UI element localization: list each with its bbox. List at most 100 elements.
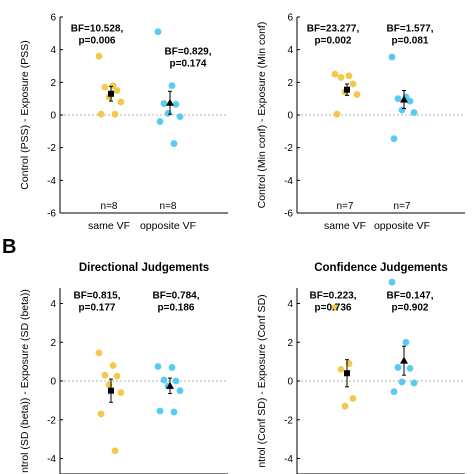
panel2-data-point bbox=[394, 95, 402, 103]
panel4-data-point bbox=[349, 395, 357, 402]
panel4-data-point bbox=[402, 338, 410, 346]
panel2-p-annotation: p=0.002 bbox=[315, 36, 352, 47]
panel2-bf-annotation: BF=23.277, bbox=[307, 24, 360, 35]
panel1-y-tick-label: -6 bbox=[47, 209, 56, 220]
panel1-bf-annotation: BF=0.829, bbox=[165, 47, 212, 58]
panel4-y-tick-label: 2 bbox=[287, 338, 293, 349]
panel4-data-point bbox=[390, 388, 398, 396]
panel1-y-axis-label: Control (PSS) - Exposure (PSS) bbox=[19, 40, 31, 189]
panel4-data-point bbox=[331, 303, 339, 311]
panel1-mean-marker bbox=[166, 98, 174, 106]
panel3-data-point bbox=[97, 410, 105, 418]
panel3-data-point bbox=[176, 387, 184, 395]
panel3-data-point bbox=[170, 408, 178, 416]
panel1-data-point bbox=[168, 82, 176, 89]
panel1-data-point bbox=[170, 140, 178, 147]
panel3-data-point bbox=[109, 362, 117, 369]
panel2-data-point bbox=[388, 53, 396, 61]
panel3-p-annotation: p=0.177 bbox=[79, 303, 116, 314]
panel3-y-tick-label: 4 bbox=[50, 299, 56, 310]
panel2-data-point bbox=[331, 70, 339, 78]
panel2-y-tick-label: 0 bbox=[287, 111, 293, 122]
panel4-y-tick-label: 4 bbox=[287, 299, 293, 310]
panel3-data-point bbox=[160, 376, 168, 384]
panel2-y-tick-label: -4 bbox=[284, 176, 293, 187]
panel1-data-point bbox=[156, 118, 164, 125]
panel3-data-point bbox=[113, 372, 121, 380]
panel3-mean-marker bbox=[166, 381, 174, 389]
panel3-title: Directional Judgements bbox=[79, 262, 209, 274]
panel4-p-annotation: p=0.736 bbox=[315, 303, 352, 314]
panel4-data-point bbox=[341, 402, 349, 410]
panel1-y-tick-label: 6 bbox=[50, 13, 56, 24]
panel3-y-tick-label: -2 bbox=[47, 415, 56, 426]
panel2-n-label: n=7 bbox=[394, 201, 411, 212]
panel1-y-tick-label: -2 bbox=[47, 143, 56, 154]
panel1-y-tick-label: 4 bbox=[50, 45, 56, 56]
panel4-y-tick-label: -2 bbox=[284, 415, 293, 426]
panel3-bf-annotation: BF=0.815, bbox=[74, 291, 121, 302]
panel2-n-label: n=7 bbox=[337, 201, 354, 212]
panel4-y-axis-label: ntrol (Conf SD) - Exposure (Conf SD) bbox=[256, 294, 268, 467]
panel4-y-tick-label: 0 bbox=[287, 377, 293, 388]
panel1-n-label: n=8 bbox=[101, 201, 118, 212]
panel3-data-point bbox=[168, 364, 176, 371]
panel1-data-point bbox=[117, 98, 125, 106]
panel2-category-label: opposite VF bbox=[374, 220, 430, 232]
panel3-y-axis-label: ntrol (SD (beta)) - Exposure (SD (beta)) bbox=[19, 289, 31, 473]
panel-label: B bbox=[2, 236, 16, 258]
panel3-y-tick-label: 0 bbox=[50, 377, 56, 388]
panel1-mean-marker bbox=[108, 90, 114, 97]
panel2-data-point bbox=[349, 80, 357, 88]
panel3-y-tick-label: -4 bbox=[47, 454, 56, 465]
panel2-mean-marker bbox=[344, 86, 350, 93]
panel1-category-label: same VF bbox=[88, 220, 130, 232]
panel2-category-label: same VF bbox=[324, 220, 366, 232]
panel2-data-point bbox=[337, 74, 345, 81]
panel1-data-point bbox=[160, 100, 168, 107]
panel3-bf-annotation: BF=0.784, bbox=[153, 291, 200, 302]
panel4-data-point bbox=[410, 379, 418, 387]
panel3-data-point bbox=[154, 363, 162, 370]
panel4-p-annotation: p=0.902 bbox=[392, 303, 429, 314]
panel3-data-point bbox=[156, 407, 164, 415]
panel1-data-point bbox=[111, 110, 119, 118]
panel2-data-point bbox=[406, 97, 414, 105]
panel4-data-point bbox=[398, 378, 406, 386]
panel1-y-tick-label: 0 bbox=[50, 111, 56, 122]
panel4-data-point bbox=[388, 278, 396, 286]
panel1-p-annotation: p=0.174 bbox=[170, 59, 207, 70]
panel3-data-point bbox=[117, 389, 125, 397]
panel3-y-tick-label: 2 bbox=[50, 338, 56, 349]
panel1-p-annotation: p=0.006 bbox=[79, 36, 116, 47]
panel1-category-label: opposite VF bbox=[140, 220, 196, 232]
panel2-data-point bbox=[410, 109, 418, 116]
panel3-p-annotation: p=0.186 bbox=[158, 303, 195, 314]
panel2-y-tick-label: 4 bbox=[287, 45, 293, 56]
panel1-bf-annotation: BF=10.528, bbox=[71, 24, 124, 35]
panel1-data-point bbox=[97, 110, 105, 118]
panel2-data-point bbox=[353, 91, 361, 98]
panel1-data-point bbox=[95, 52, 103, 60]
panel2-p-annotation: p=0.081 bbox=[392, 36, 429, 47]
panel1-y-tick-label: -4 bbox=[47, 176, 56, 187]
panel1-data-point bbox=[113, 87, 121, 94]
panel4-mean-marker bbox=[400, 356, 408, 364]
panel2-y-tick-label: 2 bbox=[287, 78, 293, 89]
panel3-data-point bbox=[172, 377, 180, 385]
panel2-y-tick-label: 6 bbox=[287, 13, 293, 24]
panel4-bf-annotation: BF=0.147, bbox=[387, 291, 434, 302]
panel2-y-tick-label: -6 bbox=[284, 209, 293, 220]
panel4-data-point bbox=[406, 365, 414, 372]
panel4-data-point bbox=[394, 364, 402, 371]
panel4-data-point bbox=[337, 365, 345, 373]
panel3-data-point bbox=[101, 371, 109, 379]
panel1-n-label: n=8 bbox=[160, 201, 177, 212]
panel2-y-axis-label: Control (Min conf) - Exposure (Min conf) bbox=[256, 22, 268, 209]
panel1-data-point bbox=[154, 28, 162, 36]
panel1-data-point bbox=[101, 83, 109, 91]
panel3-data-point bbox=[95, 349, 103, 357]
panel1-data-point bbox=[176, 113, 184, 121]
panel4-mean-marker bbox=[344, 370, 350, 377]
panel2-bf-annotation: BF=1.577, bbox=[387, 24, 434, 35]
